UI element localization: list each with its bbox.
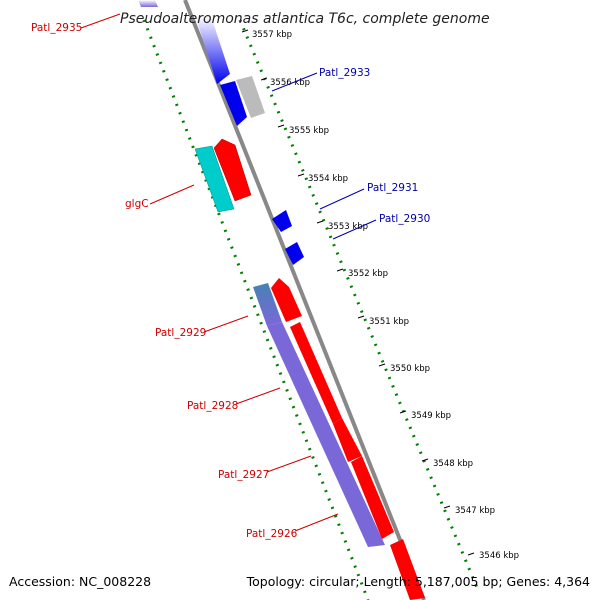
tick-label: 3548 kbp [433,459,473,469]
leader-line [294,513,339,532]
leader-line [319,188,365,210]
tick-label: 3550 kbp [390,364,430,374]
tick-mark [316,220,324,224]
tick-mark [297,173,305,177]
outer-dotted-guide [238,19,480,591]
tick-mark [467,552,475,556]
gene-red-d [351,456,394,539]
tick-mark [336,268,344,272]
tick-label: 3552 kbp [348,269,388,279]
gene-label-patl-2928[interactable]: Patl_2928 [187,400,238,412]
inner-gene-track [138,0,385,547]
gene-patl-2929 [253,283,282,326]
tick-label: 3554 kbp [308,174,348,184]
leader-line [149,184,195,205]
gene-label-patl-2929[interactable]: Patl_2929 [155,327,206,339]
leader-line [203,315,249,333]
gene-patl-2931 [272,210,292,232]
tick-label: 3553 kbp [328,222,368,232]
tick-label: 3549 kbp [411,411,451,421]
tick-label: 3547 kbp [455,506,495,516]
tick-mark [357,315,365,319]
tick-mark [260,77,268,81]
gene-operon-top [138,0,158,7]
gene-label-glgc[interactable]: glgC [125,198,149,210]
map-title: Pseudoalteromonas atlantica T6c, complet… [120,11,490,27]
tick-mark [399,410,407,414]
gene-glgc [194,145,235,213]
gene-label-patl-2935[interactable]: Patl_2935 [31,22,82,34]
leader-line [271,72,318,92]
tick-label: 3555 kbp [289,126,329,136]
gene-red-b [290,322,342,424]
leader-line [80,13,121,29]
gene-patl-2934 [220,81,247,126]
tick-mark [241,29,249,33]
gene-patl-2933 [236,76,265,118]
tick-marks: 3557 kbp 3556 kbp 3555 kbp 3554 kbp 3553… [241,29,519,561]
gene-patl-2935 [196,16,230,84]
tick-label: 3557 kbp [252,30,292,40]
tick-label: 3556 kbp [270,78,310,88]
genome-backbone [183,0,426,600]
tick-mark [443,505,451,509]
accession-info: Accession: NC_008228 [9,574,152,589]
gene-patl-2930 [285,242,304,265]
gene-red-a [271,278,302,322]
topology-info: Topology: circular; Length: 5,187,005 bp… [246,574,590,589]
leader-line [266,455,312,473]
gene-red-e [390,539,425,600]
tick-label: 3551 kbp [369,317,409,327]
outer-gene-track [196,16,425,600]
gene-red-c [333,418,362,462]
gene-labels: Patl_2935 Patl_2933 glgC Patl_2931 Patl_… [31,13,430,540]
tick-mark [378,363,386,367]
gene-label-patl-2927[interactable]: Patl_2927 [218,469,269,481]
gene-label-patl-2930[interactable]: Patl_2930 [379,213,430,225]
tick-mark [277,124,285,128]
gene-operon-purple [267,322,385,547]
tick-label: 3546 kbp [479,551,519,561]
gene-label-patl-2926[interactable]: Patl_2926 [246,528,298,540]
leader-line [332,219,377,240]
leader-line [235,387,281,405]
gene-label-patl-2933[interactable]: Patl_2933 [319,67,370,79]
gene-label-patl-2931[interactable]: Patl_2931 [367,182,418,194]
gene-red-glgc-pair [213,138,252,202]
tick-mark [421,458,429,462]
dotted-guides [142,19,480,600]
